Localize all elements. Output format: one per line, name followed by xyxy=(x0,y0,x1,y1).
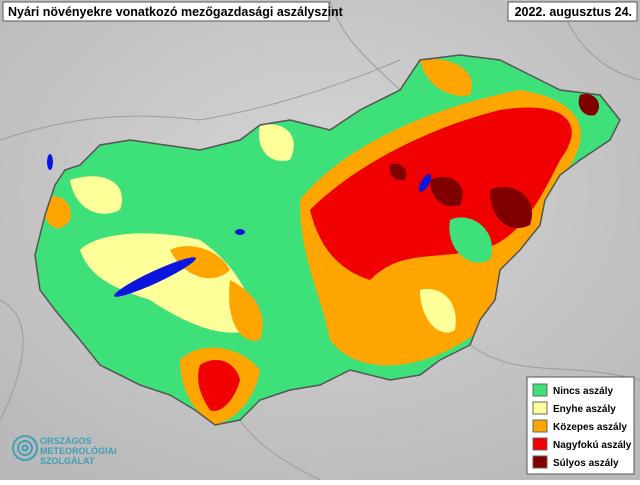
legend-label: Közepes aszály xyxy=(553,422,627,433)
lake-tisza xyxy=(418,174,432,192)
legend: Nincs aszály Enyhe aszály Közepes aszály Na… xyxy=(526,376,635,475)
legend-label: Nincs aszály xyxy=(553,386,613,397)
logo-icon xyxy=(12,435,38,461)
legend-label: Enyhe aszály xyxy=(553,404,616,415)
logo-text: SZOLGÁLAT xyxy=(40,456,95,466)
legend-swatch xyxy=(532,419,548,433)
date-box xyxy=(507,1,638,22)
logo-text: METEOROLÓGIAI xyxy=(40,445,117,456)
legend-label: Nagyfokú aszály xyxy=(553,440,632,451)
logo: ORSZÁGOS METEOROLÓGIAI SZOLGÁLAT xyxy=(12,435,117,466)
legend-swatch xyxy=(532,401,548,415)
legend-label: Súlyos aszály xyxy=(553,458,619,469)
legend-swatch xyxy=(532,437,548,451)
lake-ferto xyxy=(47,154,53,170)
lakes xyxy=(47,154,432,297)
legend-swatch xyxy=(532,455,548,469)
date: 2022. augusztus 24. xyxy=(515,5,632,19)
lake-velence xyxy=(235,229,245,235)
legend-swatch xyxy=(532,383,548,397)
title-box xyxy=(2,1,330,22)
logo-text: ORSZÁGOS xyxy=(40,436,92,446)
lake-balaton xyxy=(114,257,196,297)
title: Nyári növényekre vonatkozó mezőgazdasági… xyxy=(8,5,344,19)
